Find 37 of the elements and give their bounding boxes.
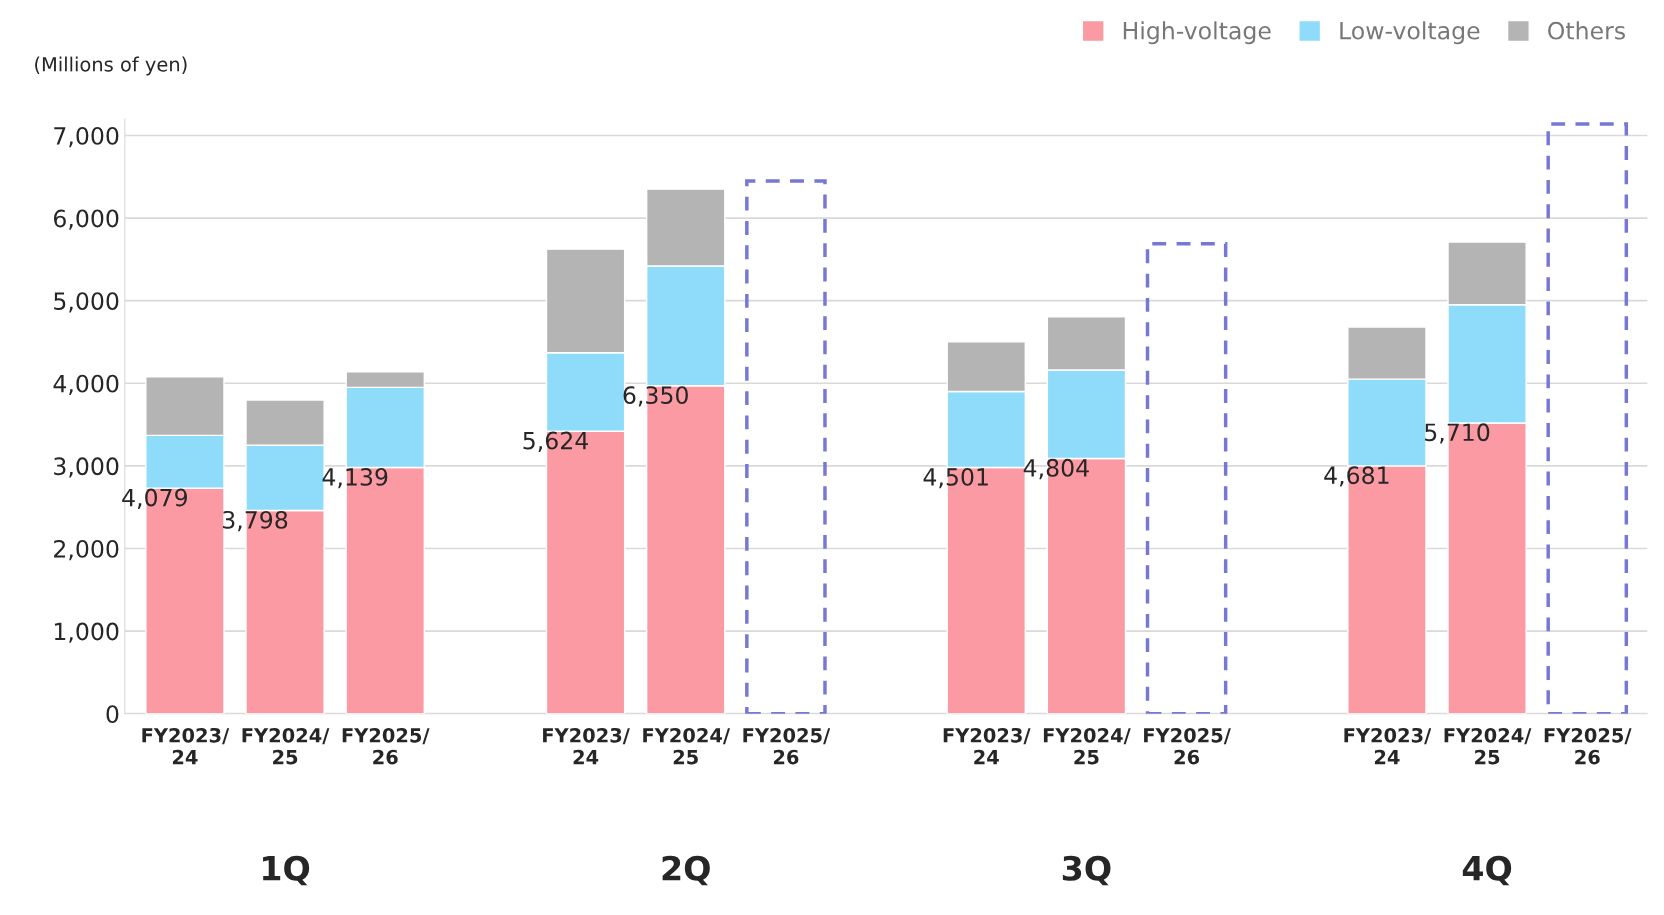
total-label: 4,681 xyxy=(1324,466,1389,487)
y-axis-title: (Millions of yen) xyxy=(35,56,187,76)
total-label: 5,710 xyxy=(1425,423,1490,444)
x-tick-label: FY2025/ 26 xyxy=(1144,727,1231,765)
x-tick-label: FY2025/ 26 xyxy=(342,727,430,765)
y-tick-label: 2,000 xyxy=(54,539,119,561)
text: 3Q xyxy=(1062,855,1111,886)
x-tick-label: FY2025/ 26 xyxy=(743,727,831,765)
total-label: 4,804 xyxy=(1023,458,1089,480)
x-tick-label: FY2025/ 26 xyxy=(1544,727,1632,765)
total-label: 4,501 xyxy=(923,467,988,489)
total-label: 4,139 xyxy=(322,467,388,489)
x-tick-label: FY2024/ 25 xyxy=(1043,727,1131,765)
x-tick-label: FY2024/ 25 xyxy=(643,727,731,765)
legend-label: Low-voltage xyxy=(1340,21,1480,45)
legend-label: Others xyxy=(1548,21,1625,40)
total-label: 3,798 xyxy=(223,510,288,532)
y-tick-label: 6,000 xyxy=(53,209,119,230)
y-tick-label: 0 xyxy=(106,705,119,724)
x-tick-label: FY2024/ 25 xyxy=(242,727,330,765)
x-tick-label: FY2024/ 25 xyxy=(1444,727,1532,765)
x-tick-label: FY2023/ 24 xyxy=(1344,727,1432,765)
x-tick-label: FY2023/ 24 xyxy=(943,727,1031,765)
total-label: 5,624 xyxy=(523,431,588,452)
text: 4Q xyxy=(1462,855,1512,886)
x-tick-label: FY2023/ 24 xyxy=(543,727,630,765)
y-tick-label: 4,000 xyxy=(53,374,119,395)
y-tick-label: 3,000 xyxy=(54,457,119,478)
y-tick-label: 1,000 xyxy=(54,622,119,643)
text: 1Q xyxy=(263,855,310,886)
y-tick-label: 5,000 xyxy=(54,292,119,313)
legend-label: High-voltage xyxy=(1123,21,1271,45)
text: 2Q xyxy=(662,855,710,886)
total-label: 4,079 xyxy=(122,488,187,509)
x-tick-label: FY2023/ 24 xyxy=(142,727,230,765)
total-label: 6,350 xyxy=(623,386,688,407)
y-tick-label: 7,000 xyxy=(54,126,119,148)
